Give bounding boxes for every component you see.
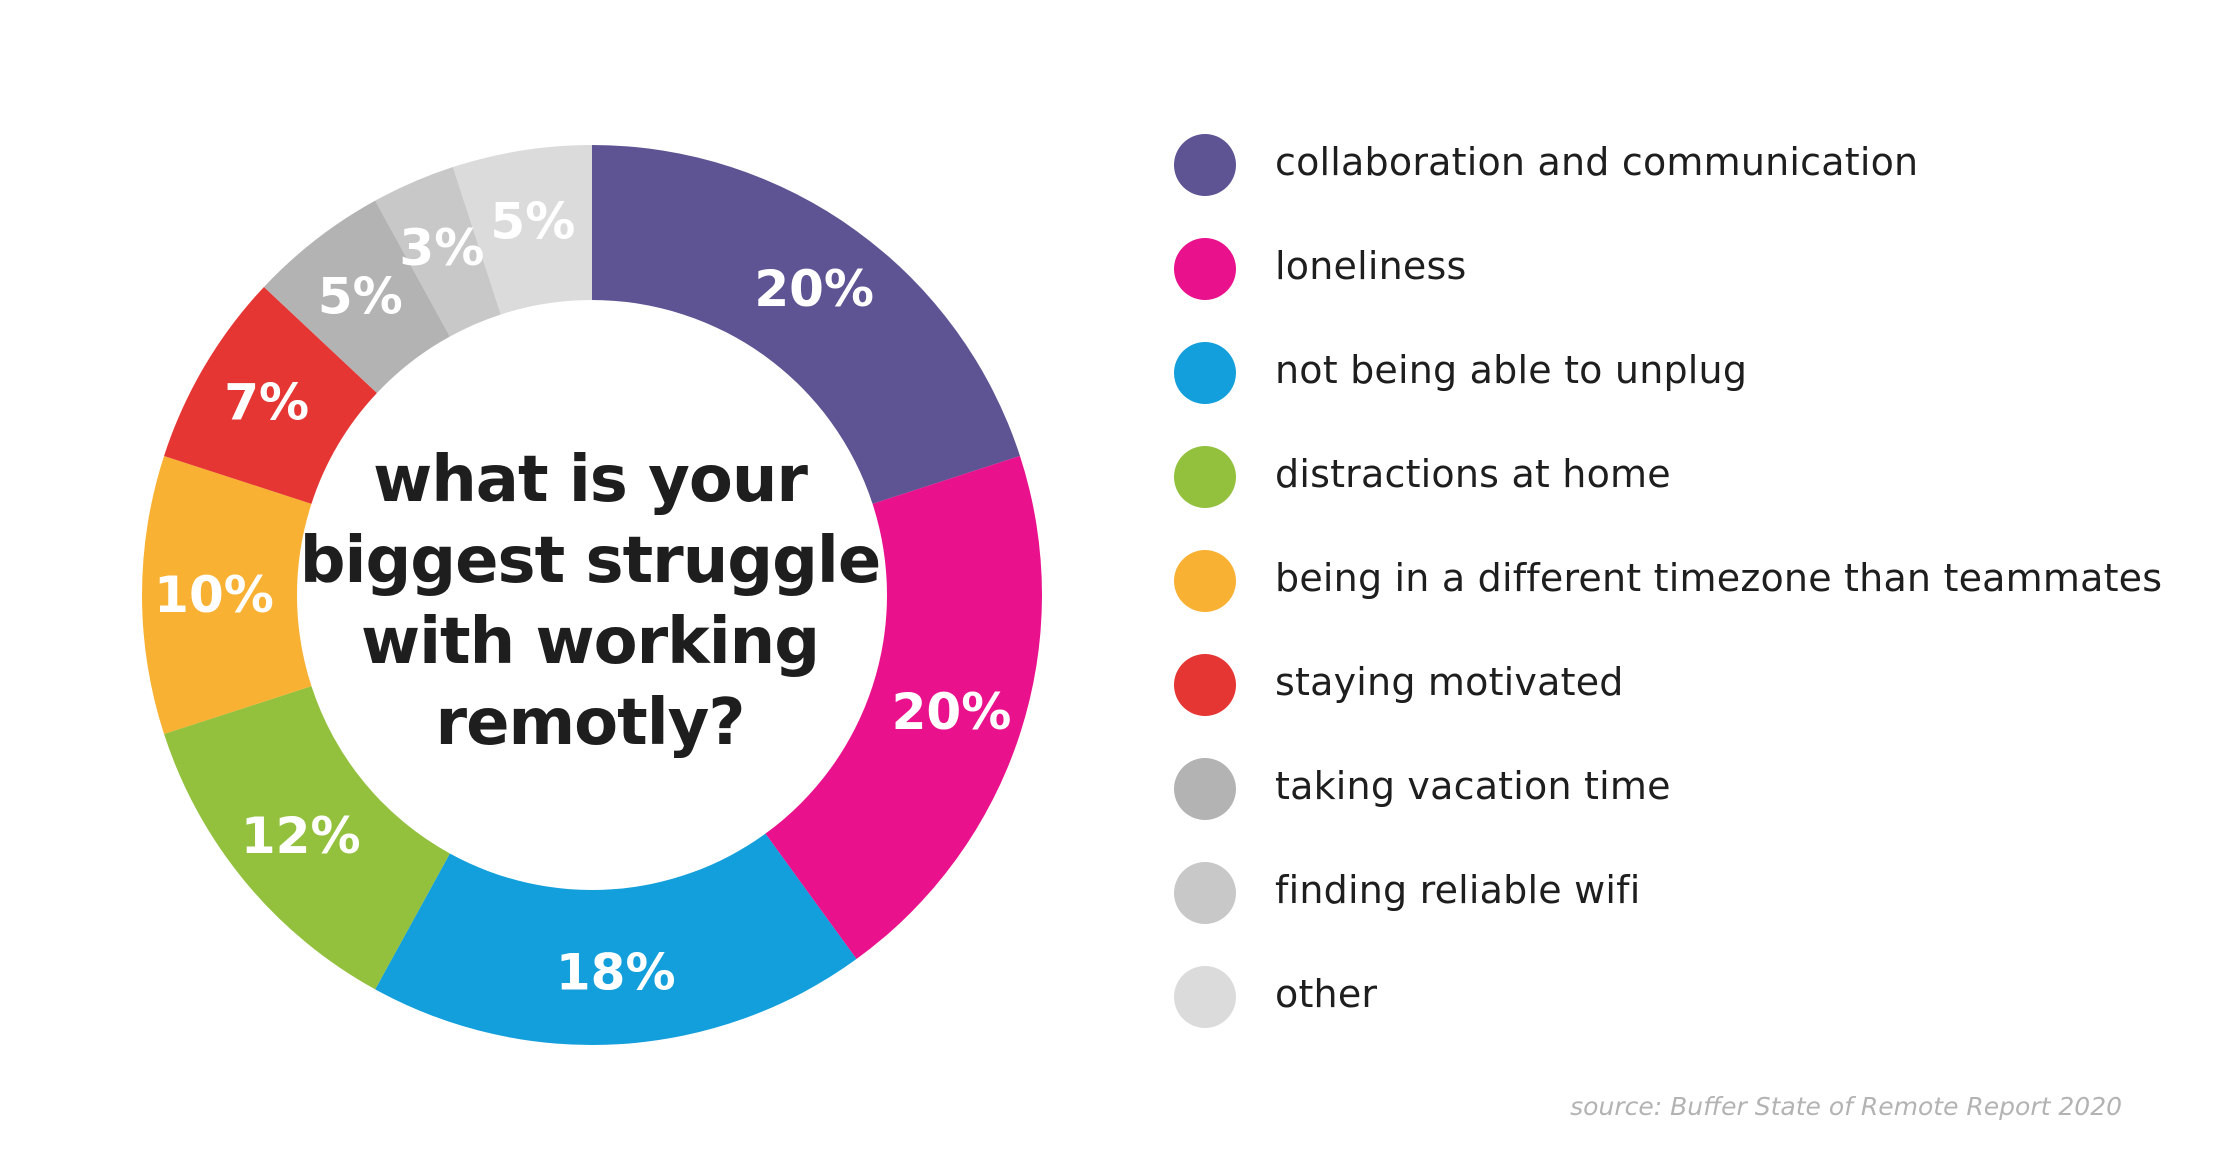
legend-item: being in a different timezone than teamm…: [1170, 546, 2200, 616]
donut-slice-2: [765, 455, 1042, 960]
chart-title-line: biggest struggle: [299, 524, 882, 598]
donut-slice-8: [375, 167, 501, 337]
legend-item: taking vacation time: [1170, 754, 2200, 824]
legend-item: other: [1170, 962, 2200, 1032]
donut-slice-4: [164, 686, 450, 990]
slice-label-7: 5%: [318, 267, 403, 325]
legend-swatch: [1174, 446, 1236, 508]
donut-slice-7: [263, 200, 450, 394]
legend-swatch: [1174, 550, 1236, 612]
donut-slice-9: [452, 145, 592, 315]
legend-label: collaboration and communication: [1275, 140, 1919, 184]
chart-title: what is your biggest struggle with worki…: [285, 440, 895, 764]
source-note: source: Buffer State of Remote Report 20…: [1570, 1092, 2122, 1121]
legend-swatch: [1174, 966, 1236, 1028]
legend-label: loneliness: [1275, 244, 1467, 288]
legend-item: staying motivated: [1170, 650, 2200, 720]
legend-label: being in a different timezone than teamm…: [1275, 556, 2163, 600]
legend-swatch: [1174, 862, 1236, 924]
legend-label: not being able to unplug: [1275, 348, 1748, 392]
slice-label-1: 20%: [754, 260, 874, 318]
legend-swatch: [1174, 758, 1236, 820]
slice-label-6: 7%: [224, 374, 309, 432]
legend-swatch: [1174, 238, 1236, 300]
slice-label-4: 12%: [241, 807, 361, 865]
slice-label-8: 3%: [399, 219, 484, 277]
legend-label: staying motivated: [1275, 660, 1624, 704]
donut-slice-5: [142, 455, 312, 735]
legend-label: taking vacation time: [1275, 764, 1671, 808]
legend-swatch: [1174, 134, 1236, 196]
slice-label-3: 18%: [556, 943, 676, 1001]
legend-label: other: [1275, 972, 1378, 1016]
chart-title-line: what is your: [373, 443, 808, 517]
legend-label: finding reliable wifi: [1275, 868, 1641, 912]
legend-item: distractions at home: [1170, 442, 2200, 512]
donut-slice-3: [375, 833, 857, 1045]
legend-item: collaboration and communication: [1170, 130, 2200, 200]
chart-title-line: remotly?: [435, 686, 746, 760]
legend-item: finding reliable wifi: [1170, 858, 2200, 928]
legend-swatch: [1174, 342, 1236, 404]
slice-label-9: 5%: [490, 193, 575, 251]
slice-label-2: 20%: [892, 683, 1012, 741]
legend-label: distractions at home: [1275, 452, 1671, 496]
donut-slice-1: [592, 145, 1020, 504]
legend-item: not being able to unplug: [1170, 338, 2200, 408]
legend-item: loneliness: [1170, 234, 2200, 304]
slice-label-5: 10%: [154, 566, 274, 624]
donut-slice-6: [164, 286, 377, 504]
chart-title-line: with working: [360, 605, 820, 679]
legend-swatch: [1174, 654, 1236, 716]
